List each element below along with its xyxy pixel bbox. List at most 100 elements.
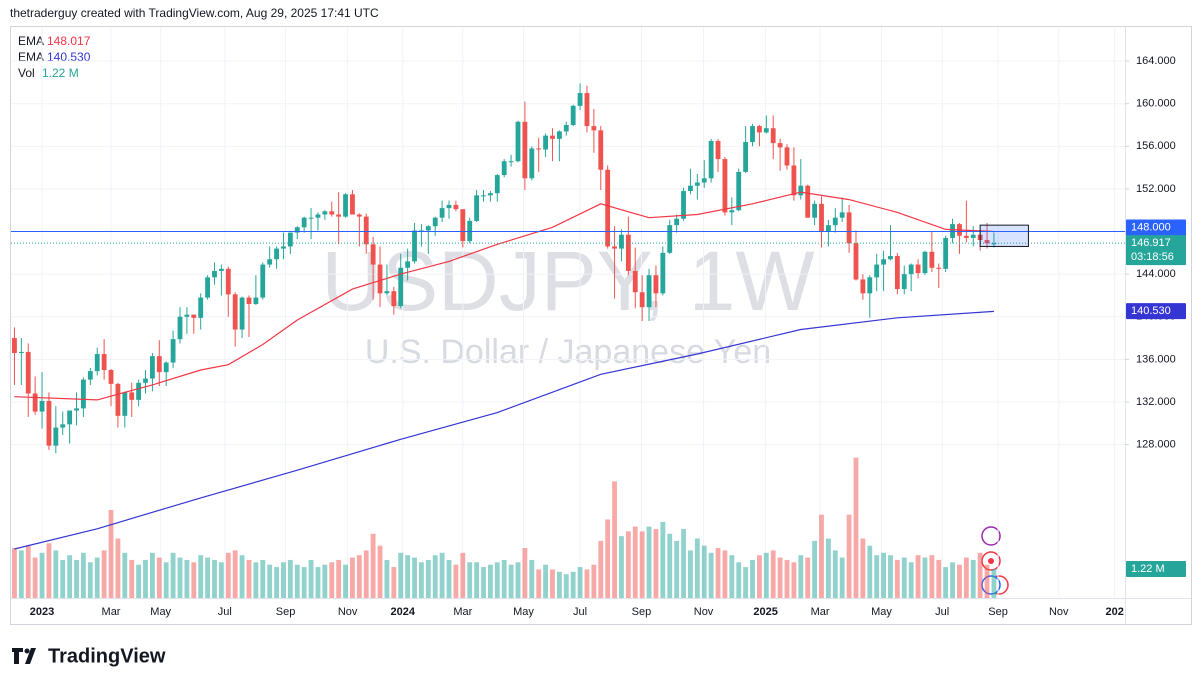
logo-dot	[24, 648, 30, 654]
candle-body	[543, 135, 548, 150]
candle-body	[253, 297, 259, 304]
volume-bar	[722, 550, 728, 598]
candle-body	[12, 338, 17, 353]
volume-bar	[701, 545, 707, 598]
candle-body	[984, 240, 990, 244]
x-tick-label: 2024	[391, 606, 416, 618]
candle-body	[74, 408, 79, 411]
candle-body	[25, 351, 31, 394]
candle-body	[467, 220, 473, 242]
axes: 128.000132.000136.000140.000144.000148.0…	[30, 55, 1186, 618]
volume-bar	[156, 557, 162, 598]
volume-bar	[612, 481, 617, 598]
volume-bar	[343, 564, 348, 598]
candle-body	[60, 424, 66, 428]
candle-body	[39, 400, 45, 412]
legend-label: EMA	[18, 34, 44, 48]
volume-bar	[205, 557, 211, 598]
candle-body	[108, 370, 114, 384]
candle-body	[136, 382, 142, 400]
volume-bar	[260, 559, 266, 598]
volume-bar	[963, 557, 969, 598]
price-tag	[1126, 235, 1186, 266]
x-tick-label: Sep	[276, 606, 296, 618]
volume-bar	[757, 555, 762, 598]
candle-body	[950, 224, 955, 238]
volume-bar	[832, 550, 838, 598]
volume-bar	[881, 552, 886, 598]
candle-body	[639, 292, 645, 308]
y-tick-label: 132.000	[1136, 396, 1176, 408]
watermark-subtitle: U.S. Dollar / Japanese Yen	[365, 333, 771, 371]
volume-bar	[149, 552, 155, 598]
volume-bar	[356, 555, 362, 598]
candle-body	[239, 297, 245, 330]
volume-bar	[605, 519, 611, 598]
candle-body	[715, 140, 721, 160]
candle-body	[336, 214, 342, 217]
candle-body	[598, 130, 604, 170]
volume-bar	[46, 543, 52, 598]
volume-bar	[329, 562, 335, 598]
x-tick-label: Jul	[573, 606, 587, 618]
volume-bar	[184, 559, 190, 598]
candle-body	[901, 274, 907, 290]
candle-body	[770, 128, 776, 144]
candle-body	[198, 297, 204, 318]
candle-body	[350, 194, 355, 215]
volume-bar	[453, 564, 459, 598]
candle-body	[763, 128, 769, 133]
candle-body	[419, 230, 424, 232]
candle-body	[87, 371, 93, 380]
candle-body	[149, 356, 155, 379]
volume-bar	[115, 538, 121, 598]
volume-bar	[508, 564, 514, 598]
candle-body	[536, 148, 542, 150]
candle-body	[170, 339, 176, 363]
candle-body	[481, 195, 486, 197]
candle-body	[681, 191, 686, 219]
candle-body	[287, 232, 293, 247]
x-tick-label: 2023	[30, 606, 54, 618]
volume-bar	[363, 550, 369, 598]
ema-line	[14, 310, 994, 550]
candle-body	[439, 208, 445, 218]
y-tick-label: 144.000	[1136, 268, 1176, 280]
volume-bar	[239, 555, 245, 598]
y-tick-label: 156.000	[1136, 140, 1176, 152]
x-tick-label: May	[513, 606, 534, 618]
candle-body	[860, 279, 866, 294]
volume-bar	[419, 562, 424, 598]
volume-bar	[425, 559, 431, 598]
candle-body	[915, 264, 921, 274]
candle-body	[156, 356, 162, 373]
volume-bar	[819, 514, 824, 598]
volume-bar	[74, 559, 79, 598]
candle-body	[798, 185, 804, 196]
volume-bar	[570, 571, 576, 598]
volume-bar	[481, 567, 486, 598]
volume-bar	[777, 557, 783, 598]
volume-bar	[370, 533, 376, 598]
candle-body	[46, 400, 52, 446]
x-tick-label: Sep	[632, 606, 652, 618]
volume-bar	[81, 552, 86, 598]
candle-body	[377, 264, 383, 294]
volume-bar	[122, 552, 128, 598]
volume-bar	[674, 540, 680, 598]
volume-bar	[94, 557, 100, 598]
candle-body	[729, 210, 735, 213]
x-tick-label: Nov	[694, 606, 714, 618]
icon[interactable]	[981, 526, 1001, 546]
volume-bar	[391, 567, 397, 598]
brand: TradingView	[48, 645, 166, 667]
candle-body	[805, 185, 811, 218]
volume-bar	[446, 559, 452, 598]
volume-bar	[984, 564, 990, 598]
x-tick-label: Jul	[935, 606, 949, 618]
candle-body	[570, 105, 576, 126]
volume-bar	[543, 564, 548, 598]
volume-bar	[143, 559, 148, 598]
price-tag	[1126, 219, 1186, 236]
